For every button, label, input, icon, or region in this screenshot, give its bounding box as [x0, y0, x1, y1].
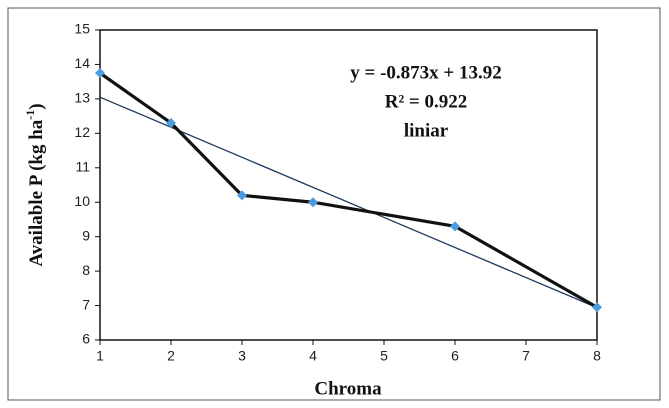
x-tick-label: 3 [238, 348, 246, 364]
marker [166, 118, 176, 128]
annotation: y = -0.873x + 13.92 [350, 62, 501, 83]
x-tick-label: 5 [380, 348, 388, 364]
data-line [99, 71, 598, 309]
y-axis-label-end: ) [26, 103, 47, 109]
marker [308, 197, 318, 208]
x-tick-label: 7 [522, 348, 530, 364]
y-tick-label: 14 [74, 55, 90, 71]
y-axis-label-text: Available P (kg ha [26, 119, 47, 266]
x-tick-label: 1 [96, 348, 104, 364]
marker [592, 302, 602, 313]
x-axis-label: Chroma [314, 378, 382, 399]
y-tick-label: 7 [82, 296, 90, 312]
plot-area [99, 29, 598, 341]
marker [450, 221, 460, 232]
y-tick-label: 9 [82, 227, 90, 243]
y-tick-label: 13 [74, 90, 90, 106]
x-tick-label: 2 [167, 348, 175, 364]
chart-border [7, 7, 661, 401]
y-tick-label: 6 [82, 331, 90, 347]
annotation: liniar [404, 120, 449, 141]
y-tick-label: 12 [74, 124, 90, 140]
x-tick-label: 8 [593, 348, 601, 364]
marker [237, 190, 247, 201]
y-axis-label: Available P (kg ha-1) [23, 103, 48, 266]
annotation: R² = 0.922 [385, 91, 468, 112]
y-axis-label-sup: -1 [23, 110, 37, 120]
y-tick-label: 8 [82, 262, 90, 278]
y-tick-label: 11 [75, 158, 90, 174]
y-tick-label: 10 [74, 193, 90, 209]
trend-line [99, 96, 598, 309]
x-tick-label: 6 [451, 348, 459, 364]
marker [95, 68, 105, 79]
y-tick-label: 15 [74, 21, 90, 37]
x-tick-label: 4 [309, 348, 317, 364]
